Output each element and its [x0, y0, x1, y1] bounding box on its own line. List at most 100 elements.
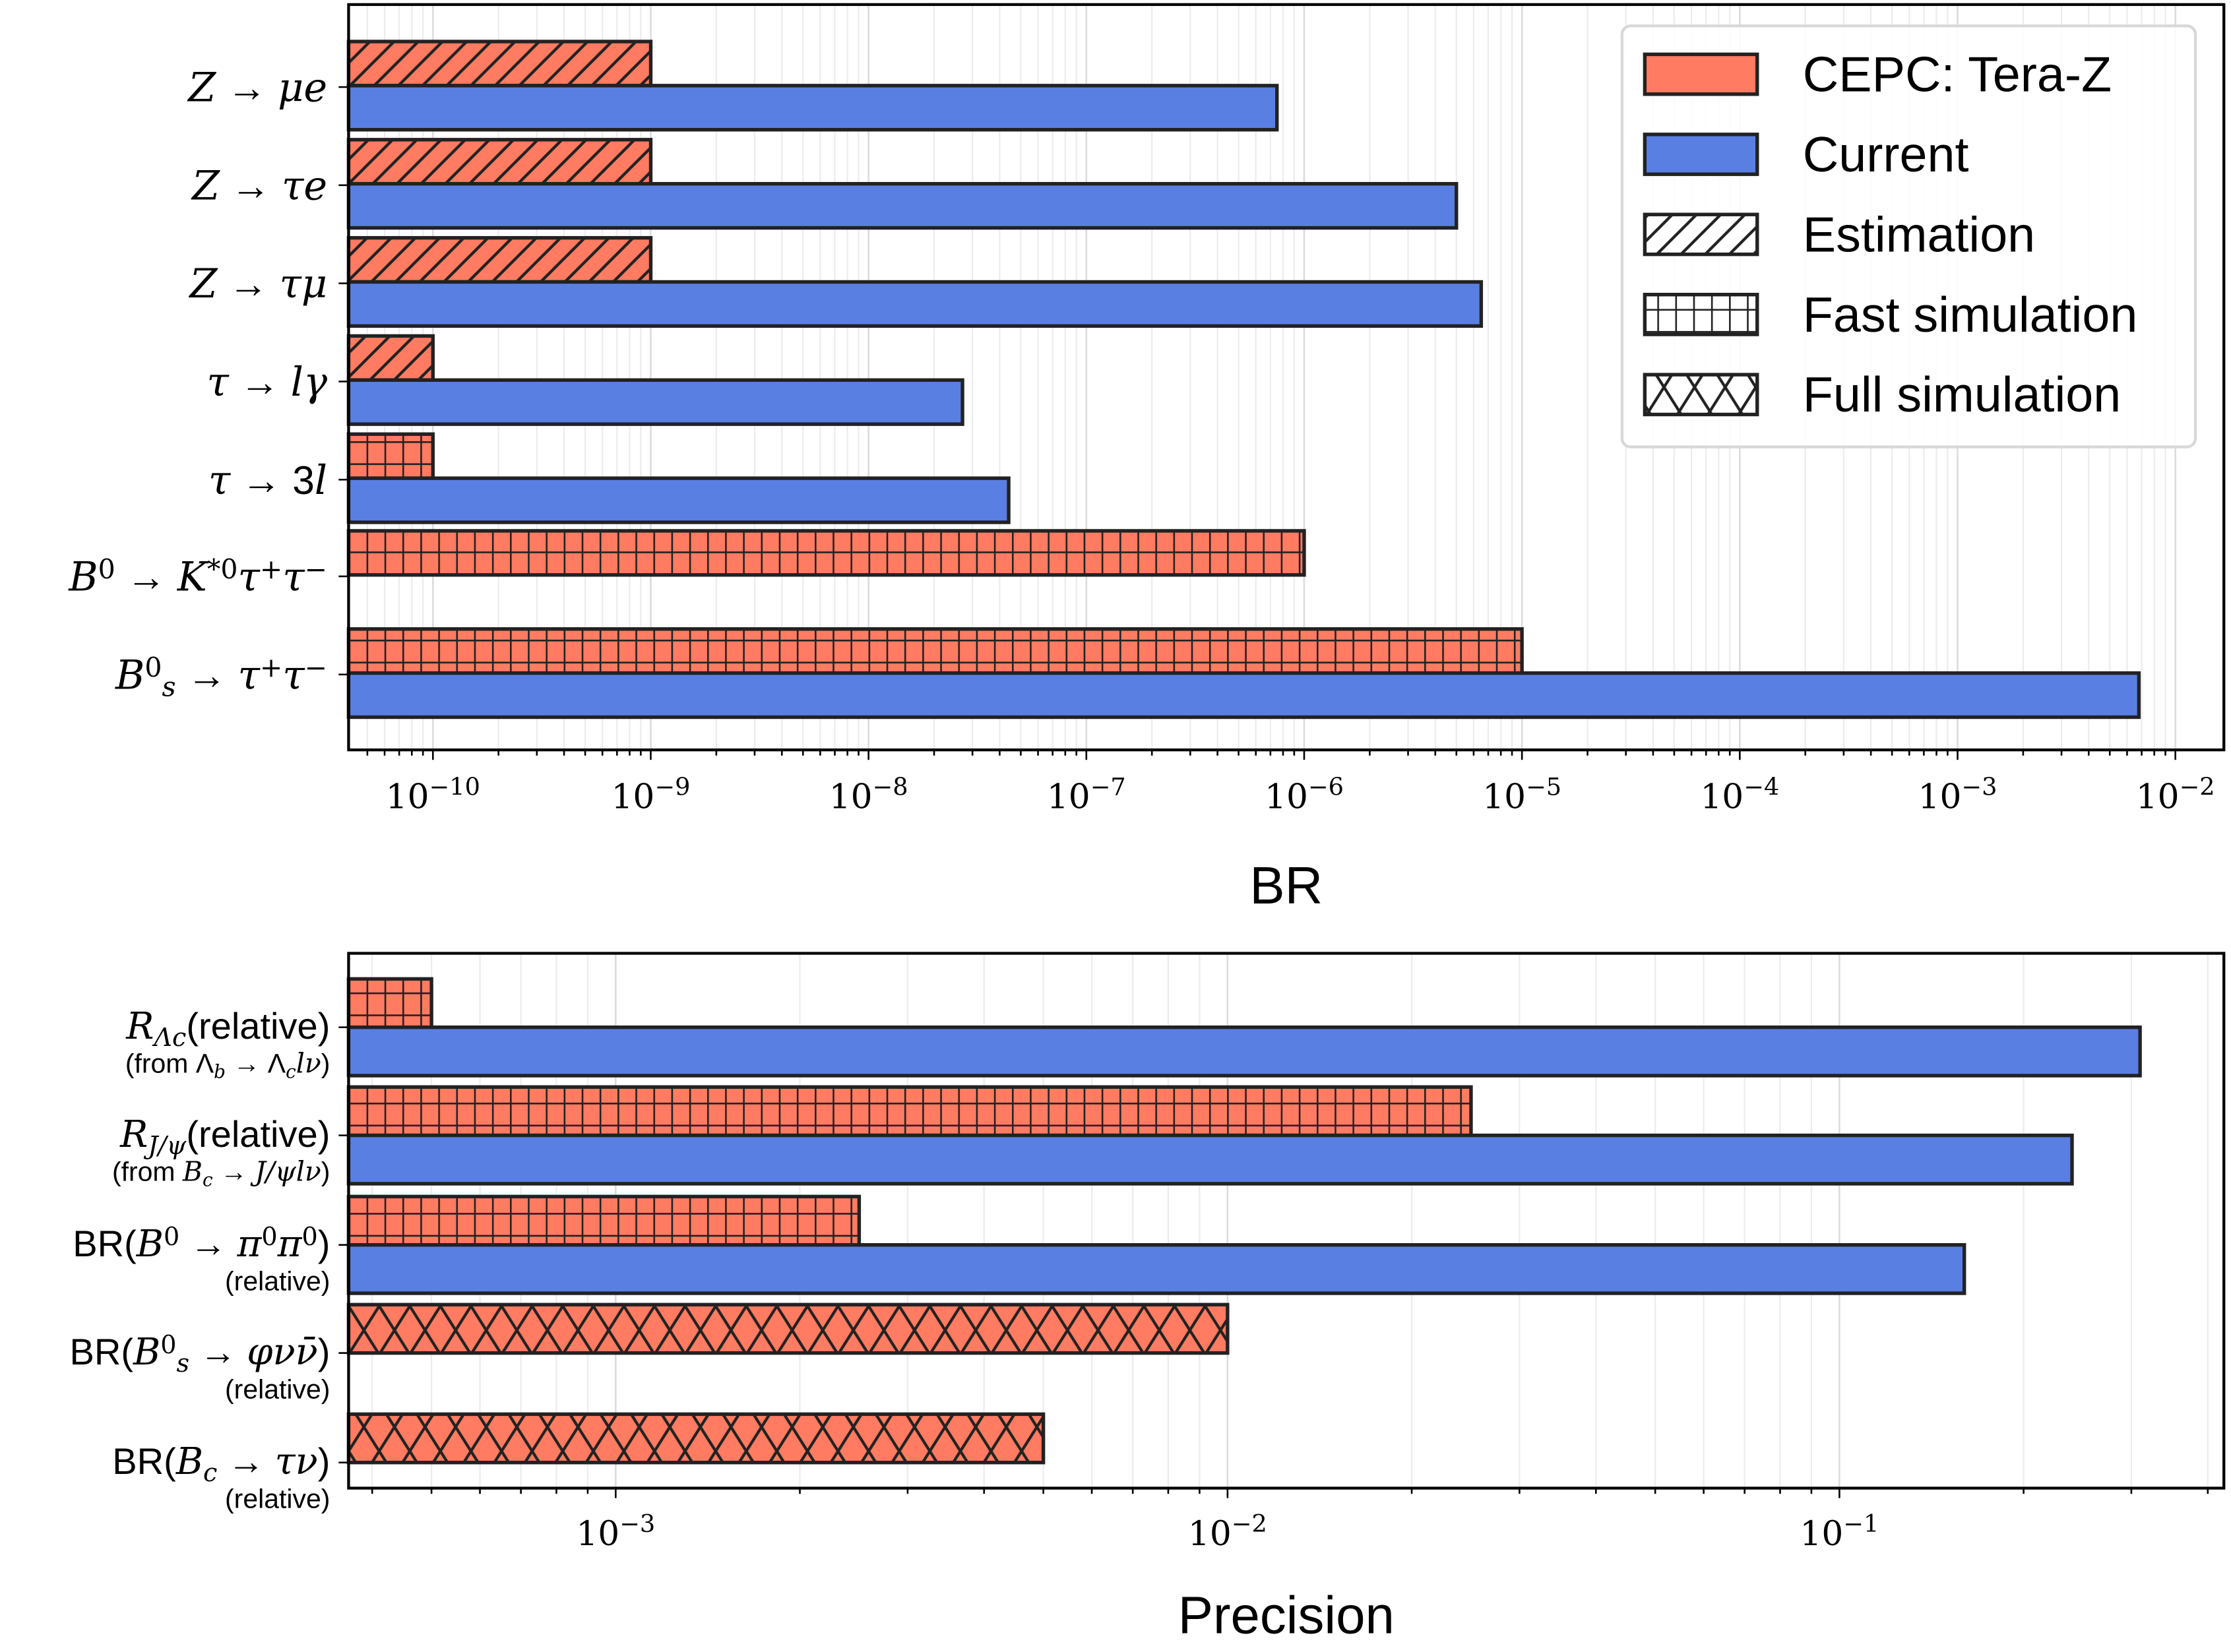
bar-cepc-hatch: [346, 977, 433, 1029]
label-segment: J/ψlν: [250, 1156, 321, 1188]
label-segment: Λ: [196, 1049, 214, 1079]
label-segment: τ: [208, 458, 232, 504]
label-segment: B: [182, 1156, 203, 1188]
legend-item: Fast simulation: [1643, 287, 2137, 342]
label-segment: lν: [296, 1048, 321, 1080]
label-segment: s: [177, 1349, 190, 1378]
tick-exponent: −6: [1308, 772, 1344, 801]
tick-exponent: −8: [873, 772, 908, 801]
label-segment: →: [229, 359, 291, 404]
label-segment: 0: [160, 1330, 176, 1359]
label-segment: lγ: [291, 359, 328, 406]
tick-exponent: −4: [1744, 772, 1779, 801]
label-segment: →: [115, 555, 177, 599]
label-segment: π: [236, 1223, 262, 1266]
tick-exponent: −2: [2180, 772, 2215, 801]
bar-current: [346, 181, 1459, 230]
bar-cepc-hatch: [346, 1194, 862, 1247]
label-segment: τe: [282, 163, 327, 209]
tick-exponent: −3: [1961, 772, 1997, 801]
legend-swatch: [1643, 52, 1759, 96]
bar-current: [346, 280, 1484, 328]
x-tick-label: 10−2: [2136, 772, 2215, 816]
legend-item: Current: [1643, 127, 1969, 182]
bar-cepc-hatch: [346, 138, 653, 186]
y-tick-label: (from Bc → J/ψlν): [112, 1156, 330, 1191]
label-segment: Z: [191, 163, 220, 209]
y-tick-label: BR(B0s → φνν̄): [69, 1330, 330, 1378]
bar-current: [346, 1243, 1966, 1295]
x-axis-label: BR: [1249, 856, 1323, 915]
label-segment: π: [277, 1223, 303, 1266]
legend-swatch-hatch: [1643, 212, 1759, 257]
label-segment: l: [315, 458, 327, 504]
tick-base: 10: [1800, 1514, 1843, 1554]
label-segment: τν: [275, 1440, 318, 1483]
label-segment: (from: [125, 1049, 196, 1079]
bar-cepc-hatch: [346, 235, 653, 284]
tick-base: 10: [829, 778, 873, 817]
legend-item: CEPC: Tera-Z: [1643, 46, 2112, 102]
label-segment: (from: [112, 1157, 183, 1187]
y-tick-label: (relative): [225, 1266, 330, 1297]
x-tick-label: 10−1: [1800, 1509, 1879, 1553]
legend-item: Full simulation: [1643, 367, 2121, 422]
x-tick-label: 10−8: [829, 772, 908, 816]
label-segment: →: [179, 1223, 237, 1264]
x-tick-label: 10−10: [386, 772, 480, 816]
label-segment: Λc: [152, 1023, 186, 1052]
label-segment: φνν̄: [247, 1331, 317, 1374]
axes-frame: [347, 3, 2226, 752]
label-segment: (relative): [225, 1484, 330, 1514]
tick-base: 10: [1188, 1514, 1232, 1554]
label-segment: τ: [237, 652, 261, 698]
label-segment: μe: [278, 65, 327, 111]
bar-cepc-hatch: [346, 1302, 1230, 1355]
bar-current: [346, 1025, 2142, 1078]
bar-current: [346, 1133, 2074, 1186]
legend: CEPC: Tera-Z Current Estimation Fast simula…: [1620, 24, 2197, 448]
y-tick-label: Z → τμ: [189, 261, 328, 307]
label-segment: (relative): [225, 1266, 330, 1297]
tick-exponent: −1: [1843, 1509, 1879, 1537]
x-axis-label: Precision: [1178, 1586, 1395, 1645]
y-tick-label: Z → μe: [187, 65, 327, 111]
label-segment: B: [133, 1331, 160, 1374]
tick-base: 10: [386, 778, 429, 817]
label-segment: 0: [98, 553, 115, 585]
label-segment: 0: [261, 1222, 277, 1251]
label-segment: τ: [206, 359, 230, 406]
y-tick-label: (relative): [225, 1484, 330, 1514]
y-tick-label: B0 → K*0τ+τ−: [68, 553, 327, 600]
legend-label: CEPC: Tera-Z: [1803, 46, 2112, 102]
bar-current: [346, 671, 2141, 719]
tick-base: 10: [1482, 778, 1526, 817]
y-tick-label: (from Λb → Λclν): [125, 1048, 330, 1083]
label-segment: 0: [144, 652, 162, 683]
y-tick-label: τ → 3l: [208, 458, 327, 504]
label-segment: 0: [164, 1222, 179, 1251]
label-segment: ): [318, 1440, 330, 1482]
tick-exponent: −3: [619, 1509, 655, 1537]
legend-label: Current: [1803, 127, 1969, 182]
legend-box: [1620, 24, 2197, 448]
legend-swatch-hatch: [1643, 373, 1759, 417]
tick-base: 10: [1265, 778, 1308, 817]
label-segment: BR(: [69, 1331, 133, 1372]
label-segment: BR(: [73, 1223, 137, 1264]
bar-cepc-hatch: [346, 334, 435, 382]
label-segment: B: [68, 555, 98, 601]
label-segment: τ: [282, 652, 305, 698]
chart-precision: RΛc(relative)(from Λb → Λclν)RJ/ψ(relati…: [69, 952, 2226, 1645]
y-tick-label: RΛc(relative): [125, 1005, 330, 1052]
label-segment: Λ: [268, 1049, 286, 1079]
tick-base: 10: [1700, 778, 1744, 817]
label-segment: c: [203, 1169, 213, 1190]
x-tick-label: 10−2: [1188, 1509, 1267, 1553]
label-segment: B: [175, 1440, 203, 1483]
y-tick-label: BR(B0 → π0π0): [73, 1222, 330, 1266]
label-segment: →: [176, 652, 238, 697]
label-segment: R: [119, 1113, 148, 1156]
label-segment: Z: [187, 65, 216, 111]
